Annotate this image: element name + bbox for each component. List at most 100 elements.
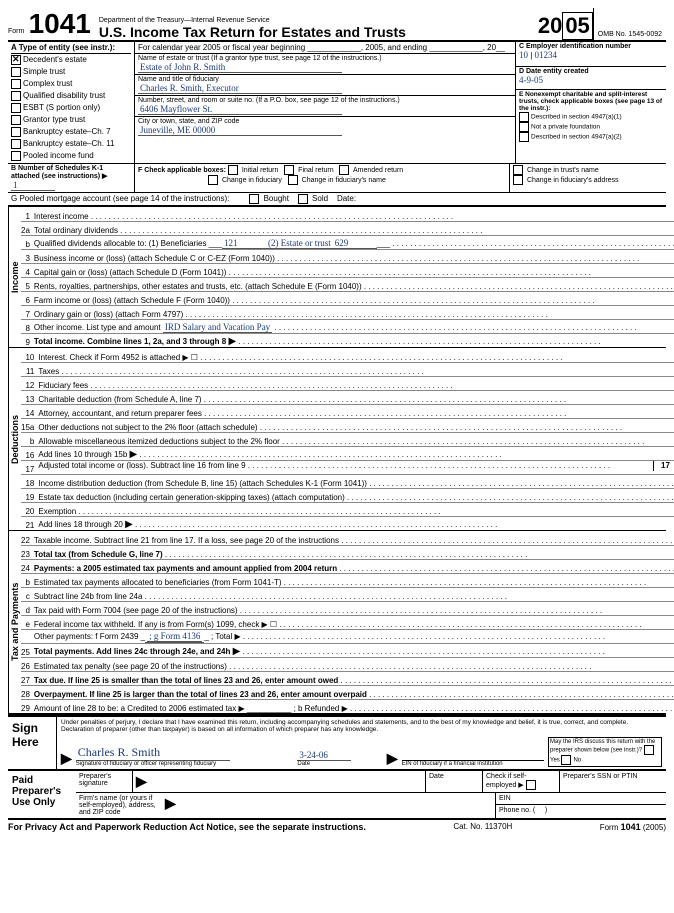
f-checkbox[interactable] xyxy=(513,165,523,175)
entity-checkbox[interactable] xyxy=(11,55,21,65)
line-desc: Total income. Combine lines 1, 2a, and 3… xyxy=(34,333,674,347)
deductions-label: Deductions xyxy=(8,348,21,530)
fiduciary-name[interactable]: Charles R. Smith, Executor xyxy=(138,83,342,94)
line-desc: Total tax (from Schedule G, line 7) xyxy=(34,545,674,559)
entity-checkbox[interactable] xyxy=(11,79,21,89)
line-desc: Fiduciary fees xyxy=(38,376,674,390)
entity-label: Complex trust xyxy=(23,79,72,88)
line-desc: Income distribution deduction (from Sche… xyxy=(38,474,674,488)
yes-checkbox[interactable] xyxy=(644,745,654,755)
prep-sig-label: Preparer's signature xyxy=(76,771,133,792)
line-number: 12 xyxy=(21,376,38,390)
footer-right: Form 1041 (2005) xyxy=(600,822,666,832)
city-label: City or town, state, and ZIP code xyxy=(138,118,512,125)
line-desc: Total ordinary dividends xyxy=(34,221,674,235)
line-desc: Add lines 10 through 15b ▶ xyxy=(38,446,674,460)
entity-label: Bankruptcy estate–Ch. 11 xyxy=(23,139,114,148)
no-checkbox[interactable] xyxy=(561,755,571,765)
footer-center: Cat. No. 11370H xyxy=(453,822,512,832)
name-label: Name of estate or trust (If a grantor ty… xyxy=(138,55,512,62)
entity-checkbox[interactable] xyxy=(11,127,21,137)
entity-label: Grantor type trust xyxy=(23,115,85,124)
entity-label: Pooled income fund xyxy=(23,151,94,160)
self-emp-checkbox[interactable] xyxy=(526,780,536,790)
entity-label: Qualified disability trust xyxy=(23,91,105,100)
line-number: 1 xyxy=(21,207,34,221)
line-desc: Estate tax deduction (including certain … xyxy=(38,488,674,502)
line-desc: Amount of line 28 to be: a Credited to 2… xyxy=(34,699,674,713)
tax-label: Tax and Payments xyxy=(8,531,21,713)
line-number: c xyxy=(21,587,34,601)
ein-1[interactable]: 10 xyxy=(519,50,528,60)
estate-name[interactable]: Estate of John R. Smith xyxy=(138,62,342,73)
city-value[interactable]: Juneville, ME 00000 xyxy=(138,125,342,136)
line-number: e xyxy=(21,615,34,629)
dept-line: Department of the Treasury—Internal Reve… xyxy=(99,17,538,24)
line-number: 28 xyxy=(21,685,34,699)
ein-2[interactable]: 01234 xyxy=(535,50,558,60)
line-number: 25 xyxy=(21,643,34,657)
entity-checkbox[interactable] xyxy=(11,115,21,125)
info-block: A Type of entity (see instr.): Decedent'… xyxy=(8,42,666,164)
section-e-label: E Nonexempt charitable and split-interes… xyxy=(519,91,663,112)
line-desc: Interest income xyxy=(34,207,674,221)
line-desc: Taxes xyxy=(38,362,674,376)
line-number: 23 xyxy=(21,545,34,559)
f-checkbox[interactable] xyxy=(288,175,298,185)
entity-checkbox[interactable] xyxy=(11,91,21,101)
line-desc: Subtract line 24b from line 24a xyxy=(34,587,674,601)
ein-fid-label: EIN of fiduciary if a financial institut… xyxy=(402,761,544,767)
line-number: 3 xyxy=(21,249,34,263)
f-checkbox[interactable] xyxy=(284,165,294,175)
line-desc: Estimated tax penalty (see page 20 of th… xyxy=(34,657,674,671)
line-desc: Overpayment. If line 25 is larger than t… xyxy=(34,685,674,699)
prep-arrow-icon: ▶ xyxy=(136,773,147,789)
line-desc: Qualified dividends allocable to: (1) Be… xyxy=(34,235,674,249)
line-desc: Capital gain or (loss) (attach Schedule … xyxy=(34,263,674,277)
tax-year: 2005 xyxy=(538,12,593,40)
f-checkbox[interactable] xyxy=(208,175,218,185)
entity-checkbox[interactable] xyxy=(11,139,21,149)
line-desc: Other payments: f Form 2439 _ ; g Form 4… xyxy=(34,629,674,643)
g-checkbox[interactable] xyxy=(249,194,259,204)
section-b-label: B Number of Schedules K-1 attached (see … xyxy=(11,165,107,180)
firm-arrow-icon: ▶ xyxy=(165,795,176,811)
f-checkbox[interactable] xyxy=(228,165,238,175)
section-e-checkbox[interactable] xyxy=(519,112,529,122)
f-checkbox[interactable] xyxy=(339,165,349,175)
line-number: 27 xyxy=(21,671,34,685)
entity-checkbox[interactable] xyxy=(11,67,21,77)
footer-left: For Privacy Act and Paperwork Reduction … xyxy=(8,822,366,832)
section-e-checkbox[interactable] xyxy=(519,132,529,142)
line-number: b xyxy=(21,432,38,446)
f-checkbox[interactable] xyxy=(513,175,523,185)
line-number: 22 xyxy=(21,531,34,545)
line-desc: Payments: a 2005 estimated tax payments … xyxy=(34,559,674,573)
signature[interactable]: Charles R. Smith xyxy=(76,745,230,761)
name-block: For calendar year 2005 or fiscal year be… xyxy=(135,42,516,163)
section-e-checkbox[interactable] xyxy=(519,122,529,132)
form-number: 1041 xyxy=(29,8,91,39)
deductions-section: Deductions 10 Interest. Check if Form 49… xyxy=(8,348,666,531)
line-number: 15a xyxy=(21,418,38,432)
phone-label: Phone no. xyxy=(499,807,531,814)
date-created[interactable]: 4-9-05 xyxy=(519,75,543,85)
line-number: 20 xyxy=(21,502,38,516)
line-number: b xyxy=(21,573,34,587)
k1-count[interactable]: 1 xyxy=(11,180,55,191)
form-title: U.S. Income Tax Return for Estates and T… xyxy=(99,24,538,40)
sign-date[interactable]: 3-24-06 xyxy=(297,750,351,761)
g-checkbox[interactable] xyxy=(298,194,308,204)
entity-checkbox[interactable] xyxy=(11,103,21,113)
street-value[interactable]: 6406 Mayflower St. xyxy=(138,104,342,115)
section-c-label: C Employer identification number xyxy=(519,43,663,50)
line-number: 2a xyxy=(21,221,34,235)
line-desc: Add lines 18 through 20 ▶ xyxy=(38,516,674,530)
self-emp-label: Check if self-employed ▶ xyxy=(486,773,526,789)
entity-checkbox[interactable] xyxy=(11,151,21,161)
line-number: 9 xyxy=(21,333,34,347)
line-number: 21 xyxy=(21,516,38,530)
line-desc: Attorney, accountant, and return prepare… xyxy=(38,404,674,418)
section-e-item: Not a private foundation xyxy=(531,124,600,131)
line-number: 19 xyxy=(21,488,38,502)
